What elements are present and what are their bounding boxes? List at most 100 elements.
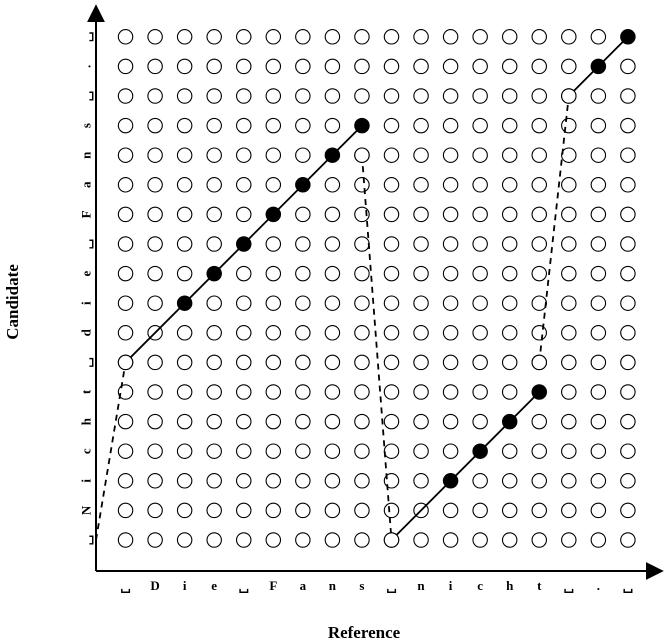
grid-circle (324, 236, 341, 252)
grid-circle (176, 443, 193, 459)
aligned-point (236, 236, 252, 252)
grid-circle (531, 443, 547, 459)
grid-circle (236, 147, 252, 163)
grid-circle (620, 58, 636, 75)
grid-circle (590, 502, 607, 519)
grid-circle (324, 177, 341, 193)
grid-circle (590, 177, 607, 193)
grid-circle (117, 206, 134, 223)
grid-circle (236, 325, 252, 341)
grid-circle (117, 117, 134, 134)
grid-circle (472, 117, 488, 134)
grid-circle (236, 295, 252, 311)
grid-circle (354, 29, 370, 45)
y-axis-title: Candidate (3, 264, 22, 340)
grid-circle (176, 177, 193, 193)
open-endpoint (354, 147, 370, 163)
grid-circle (117, 295, 134, 311)
grid-circle (206, 325, 222, 341)
grid-circle (590, 443, 607, 459)
grid-circle (531, 532, 547, 548)
grid-circle (206, 88, 222, 104)
grid-circle (413, 236, 429, 252)
grid-circle (206, 177, 222, 193)
x-tick-label: ␣ (238, 578, 249, 593)
grid-circle (413, 88, 429, 104)
grid-circle (413, 177, 429, 193)
grid-circle (442, 29, 459, 45)
grid-circle (590, 29, 607, 45)
grid-circle (501, 473, 518, 489)
x-tick-label: . (597, 578, 600, 593)
y-tick-label: a (79, 181, 94, 188)
grid-circle (590, 295, 607, 311)
grid-circle (176, 473, 193, 489)
grid-circle (472, 206, 488, 223)
grid-circle (324, 117, 341, 134)
grid-circle (383, 147, 400, 163)
grid-circle (147, 236, 163, 252)
grid-circle (501, 265, 518, 282)
grid-circle (147, 354, 163, 371)
grid-circle (147, 206, 163, 223)
grid-circle (531, 295, 547, 311)
grid-circle (265, 354, 282, 371)
grid-circle (117, 265, 134, 282)
grid-circle (620, 325, 636, 341)
grid-circle (354, 88, 370, 104)
grid-circle (531, 58, 547, 75)
alignment-dashed-segment (95, 362, 127, 541)
x-tick-label: i (449, 578, 453, 593)
grid-circle (206, 117, 222, 134)
alignment-dashed-segment (361, 155, 393, 541)
y-tick-label: t (79, 389, 94, 394)
x-tick-label: F (269, 578, 277, 593)
grid-circle (147, 295, 163, 311)
grid-circle (442, 117, 459, 134)
grid-circle (295, 295, 311, 311)
grid-circle (442, 354, 459, 371)
grid-circle (176, 29, 193, 45)
grid-circle (501, 177, 518, 193)
grid-circle (561, 147, 577, 163)
grid-circle (383, 236, 400, 252)
grid-circle (117, 236, 134, 252)
grid-circle (206, 58, 222, 75)
grid-circle (590, 117, 607, 134)
aligned-point (354, 117, 370, 134)
grid-circle (383, 265, 400, 282)
grid-circle (265, 295, 282, 311)
x-tick-label: s (359, 578, 364, 593)
y-tick-label: ␣ (79, 357, 94, 368)
grid-circle (413, 443, 429, 459)
y-tick-label: ␣ (79, 239, 94, 250)
grid-circle (561, 206, 577, 223)
y-tick-label: h (79, 417, 94, 425)
grid-circle (324, 354, 341, 371)
grid-circle (236, 117, 252, 134)
x-tick-label: e (211, 578, 217, 593)
grid-circle (324, 532, 341, 548)
grid-circle (354, 473, 370, 489)
y-tick-labels: ␣ Ni c h t ␣ d i e ␣ Fa n s ␣. ␣ (79, 31, 94, 545)
grid-circle (176, 147, 193, 163)
grid-circle (472, 88, 488, 104)
grid-circle (442, 265, 459, 282)
grid-circle (472, 58, 488, 75)
alignment-solid-segment (390, 391, 540, 541)
grid-circle (354, 413, 370, 430)
y-tick-label: d (79, 328, 94, 336)
grid-circle (117, 473, 134, 489)
grid-circle (501, 58, 518, 75)
grid-circle (620, 502, 636, 519)
grid-circle (620, 354, 636, 371)
grid-circle (442, 295, 459, 311)
grid-circle (324, 29, 341, 45)
grid-circle (501, 147, 518, 163)
aligned-point (295, 177, 311, 193)
grid-circle (295, 502, 311, 519)
grid-circle (561, 473, 577, 489)
grid-circle (295, 384, 311, 400)
grid-circle (590, 532, 607, 548)
